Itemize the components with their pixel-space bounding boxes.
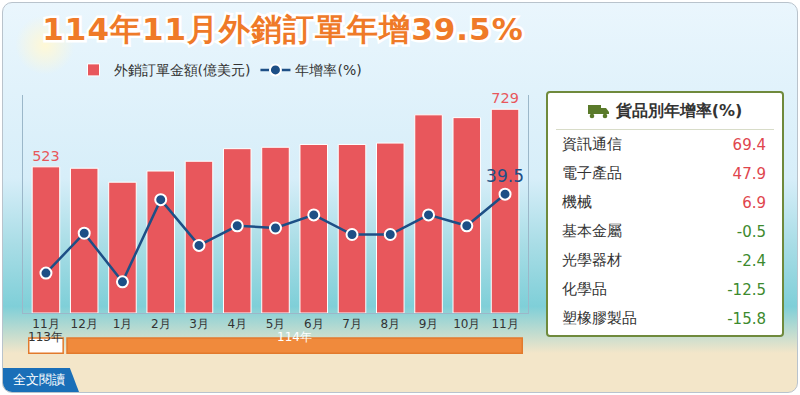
svg-text:11月: 11月 [491, 317, 518, 331]
svg-text:9月: 9月 [419, 317, 439, 331]
svg-text:12月: 12月 [71, 317, 98, 331]
html-text:機械: 機械 [562, 193, 592, 211]
html-text:資訊通信: 資訊通信 [562, 135, 622, 153]
html-text:-2.4: -2.4 [736, 251, 766, 270]
html-text:114年11月外銷訂單年增39.5%: 114年11月外銷訂單年增39.5% [42, 11, 524, 47]
svg-text:6月: 6月 [304, 317, 324, 331]
html-text:全文閱讀: 全文閱讀 [13, 372, 65, 387]
svg-text:8月: 8月 [380, 317, 400, 331]
html-text:貨品別年增率(%): 貨品別年增率(%) [615, 100, 743, 120]
svg-text:年增率(%): 年增率(%) [295, 62, 361, 78]
html-text:-15.8: -15.8 [727, 309, 766, 328]
svg-text:11月: 11月 [32, 317, 59, 331]
html-text:塑橡膠製品: 塑橡膠製品 [562, 309, 637, 327]
svg-text:2月: 2月 [151, 317, 171, 331]
html-text:47.9: 47.9 [732, 164, 766, 183]
svg-text:114年: 114年 [277, 330, 312, 344]
svg-text:7月: 7月 [342, 317, 362, 331]
html-text:化學品: 化學品 [562, 280, 607, 298]
svg-text:113年: 113年 [28, 330, 63, 344]
html-text:光學器材: 光學器材 [562, 251, 622, 269]
svg-text:10月: 10月 [453, 317, 480, 331]
html-text:基本金屬: 基本金屬 [562, 222, 622, 240]
html-text:6.9: 6.9 [742, 193, 766, 212]
svg-text:1月: 1月 [113, 317, 133, 331]
html-text:-0.5: -0.5 [736, 222, 766, 241]
html-text:電子產品: 電子產品 [562, 164, 622, 182]
svg-text:729: 729 [491, 90, 519, 106]
svg-text:4月: 4月 [227, 317, 247, 331]
svg-text:523: 523 [32, 148, 60, 164]
svg-text:外銷訂單金額(億美元): 外銷訂單金額(億美元) [114, 62, 251, 78]
svg-text:3月: 3月 [189, 317, 209, 331]
html-text:-12.5: -12.5 [727, 280, 766, 299]
html-text:69.4: 69.4 [732, 135, 766, 154]
svg-text:39.5: 39.5 [486, 166, 524, 186]
svg-text:5月: 5月 [266, 317, 286, 331]
